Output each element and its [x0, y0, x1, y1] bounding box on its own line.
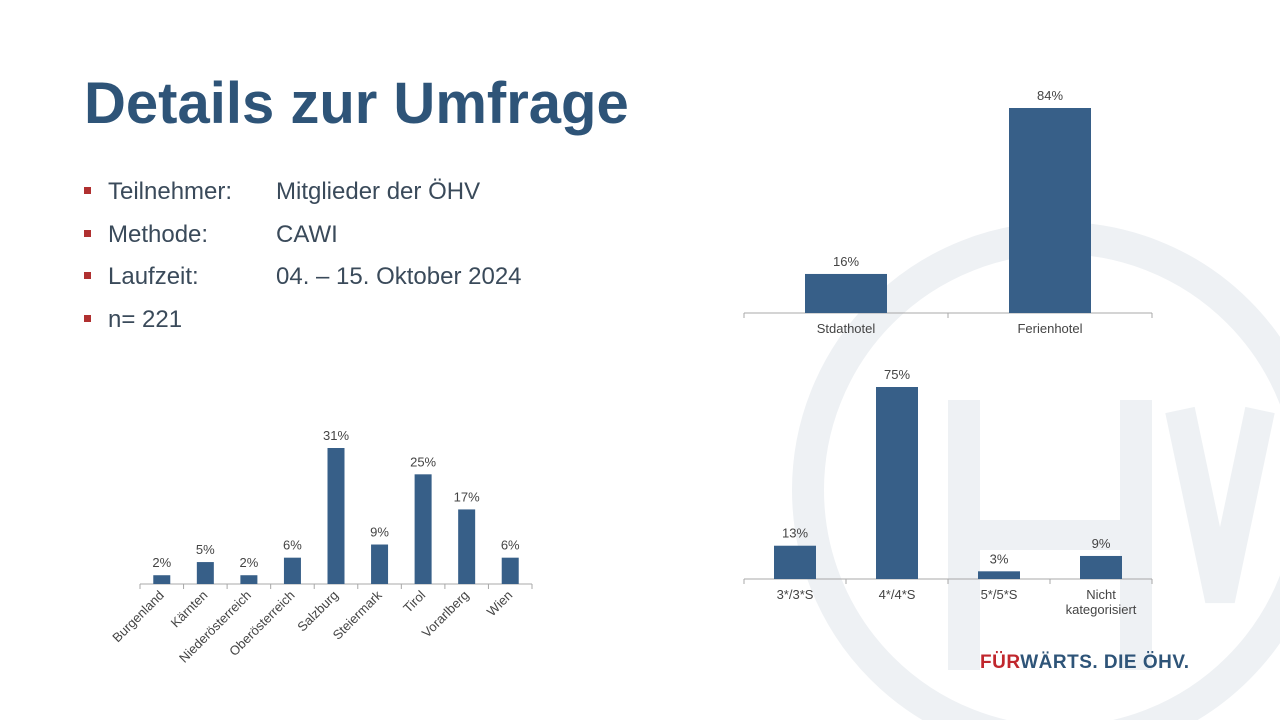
- bar-kärnten: [196, 562, 214, 584]
- bar-nicht-kategorisiert: [1080, 555, 1122, 579]
- detail-value: CAWI: [276, 220, 338, 248]
- category-label-kärnten: Kärnten: [168, 588, 211, 631]
- footer-slogan: FÜRWÄRTS. DIE ÖHV.: [980, 652, 1190, 674]
- detail-label: n= 221: [108, 305, 183, 333]
- bullet-square-icon: [84, 187, 91, 194]
- bar-tirol: [414, 474, 432, 584]
- value-label-salzburg: 31%: [323, 428, 349, 443]
- category-label-ferienhotel: Ferienhotel: [1017, 321, 1082, 336]
- value-label-stdathotel: 16%: [833, 254, 859, 269]
- value-label-5-5-s: 3%: [990, 551, 1009, 566]
- value-label-kärnten: 5%: [196, 542, 215, 557]
- value-label-burgenland: 2%: [152, 555, 171, 570]
- bar-niederösterreich: [240, 575, 258, 584]
- bar-3-3-s: [774, 545, 816, 579]
- detail-label: Laufzeit:: [108, 263, 199, 290]
- hotel-type-bar-chart: 16% Stdathotel 84% Ferienhotel: [743, 88, 1153, 336]
- bar-steiermark: [371, 544, 389, 584]
- category-label-3-3-s: 3*/3*S: [777, 587, 814, 602]
- hotel-category-bar-chart: 13% 3*/3*S 75% 4*/4*S 3% 5*/5*S 9% Nicht kategor…: [743, 367, 1153, 617]
- value-label-ferienhotel: 84%: [1037, 88, 1063, 103]
- value-label-steiermark: 9%: [370, 525, 389, 540]
- bar-wien: [501, 557, 519, 584]
- category-label-stdathotel: Stdathotel: [817, 321, 876, 336]
- detail-label: Teilnehmer:: [108, 178, 233, 205]
- detail-label: Methode:: [108, 220, 209, 248]
- page-title: Details zur Umfrage: [84, 71, 629, 136]
- category-label-vorarlberg: Vorarlberg: [419, 588, 472, 641]
- category-label-wien: Wien: [484, 588, 516, 620]
- value-label-niederösterreich: 2%: [239, 555, 258, 570]
- value-label-vorarlberg: 17%: [454, 489, 480, 504]
- bar-oberösterreich: [283, 557, 301, 584]
- detail-value: Mitglieder der ÖHV: [276, 178, 481, 205]
- bar-stdathotel: [805, 273, 887, 313]
- footer-slogan-part2: WÄRTS. DIE ÖHV.: [1020, 652, 1190, 673]
- value-label-tirol: 25%: [410, 454, 436, 469]
- value-label-wien: 6%: [501, 538, 520, 553]
- value-label-nicht-kategorisiert: 9%: [1092, 536, 1111, 551]
- value-label-3-3-s: 13%: [782, 526, 808, 541]
- value-label-oberösterreich: 6%: [283, 538, 302, 553]
- category-label-5-5-s: 5*/5*S: [981, 587, 1018, 602]
- bullet-square-icon: [84, 272, 91, 279]
- value-label-4-4-s: 75%: [884, 367, 910, 382]
- bar-vorarlberg: [458, 509, 476, 584]
- category-label-4-4-s: 4*/4*S: [879, 587, 916, 602]
- bullet-square-icon: [84, 314, 91, 322]
- region-bar-chart: 2%Burgenland5%Kärnten2%Niederösterreich6…: [109, 428, 533, 666]
- bullet-square-icon: [84, 229, 91, 237]
- footer-slogan-part1: FÜR: [980, 652, 1021, 673]
- bar-4-4-s: [876, 387, 918, 579]
- bar-ferienhotel: [1009, 108, 1091, 313]
- bar-burgenland: [153, 575, 171, 584]
- bar-salzburg: [327, 448, 345, 584]
- category-label-nicht-kategorisiert: Nicht kategorisiert: [1066, 587, 1137, 617]
- bar-5-5-s: [978, 571, 1020, 579]
- category-label-tirol: Tirol: [400, 587, 428, 615]
- detail-value: 04. – 15. Oktober 2024: [276, 263, 522, 290]
